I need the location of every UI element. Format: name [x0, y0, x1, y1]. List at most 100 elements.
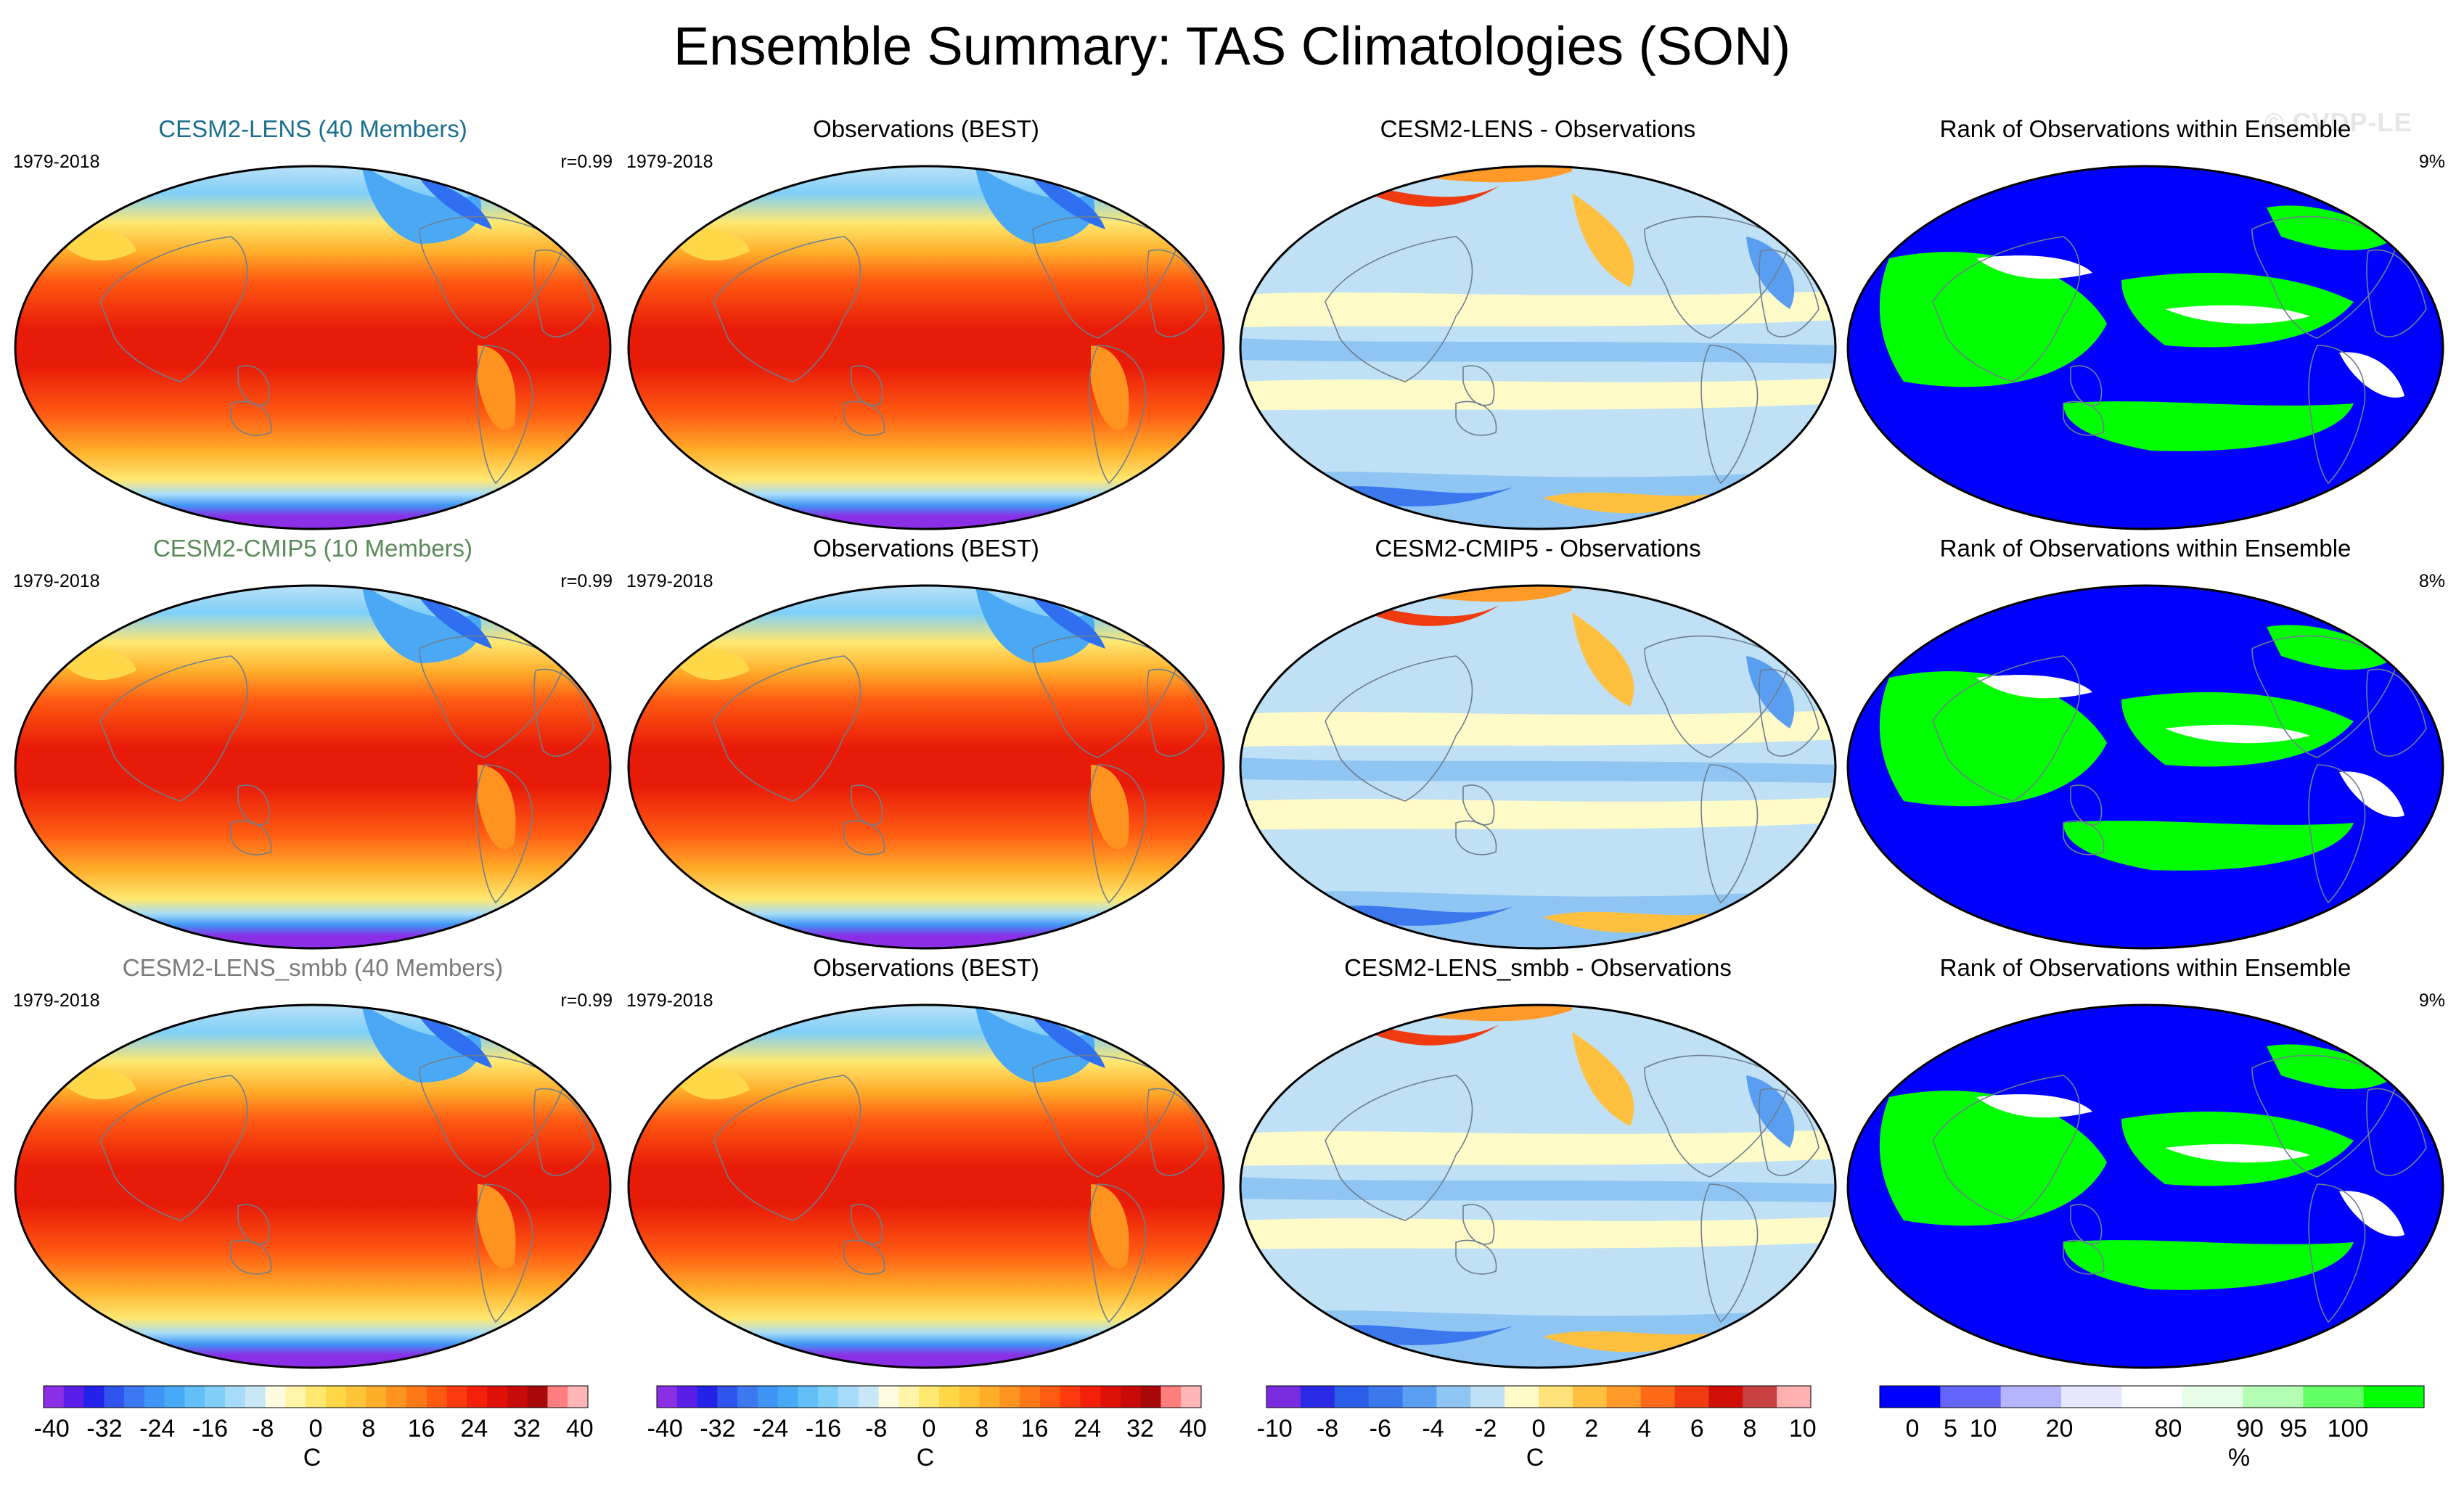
- climatology-map: [14, 1003, 612, 1369]
- coastline: [475, 345, 533, 485]
- coastline: [1032, 635, 1179, 758]
- temperature-field: [629, 1005, 1224, 1368]
- warm-band: [1240, 378, 1835, 411]
- high-rank-region: [1879, 1091, 2107, 1226]
- panel-title: Observations (BEST): [813, 954, 1039, 981]
- colorbar-tick-label: 24: [460, 1415, 488, 1442]
- cool-band: [1240, 338, 1835, 364]
- colorbar-unit: %: [2227, 1444, 2251, 1471]
- coastline: [1759, 1088, 1820, 1176]
- colorbar-swatch: [1060, 1386, 1081, 1408]
- coastline: [2251, 215, 2398, 339]
- colorbar-tick-label: -8: [1316, 1415, 1339, 1442]
- colorbar-swatch: [1140, 1386, 1161, 1408]
- colorbar-swatch: [184, 1386, 205, 1408]
- warm-region: [1091, 1184, 1129, 1269]
- colorbar-swatch: [446, 1386, 467, 1408]
- colorbar-swatch: [1039, 1386, 1061, 1408]
- panel-period-label: 1979-2018: [13, 990, 100, 1011]
- panel-title: CESM2-CMIP5 (10 Members): [152, 535, 473, 562]
- coastline: [713, 236, 861, 382]
- climatology-map: [627, 165, 1225, 530]
- colorbar-tick-label: 0: [1905, 1415, 1920, 1442]
- panel-stat-label: r=0.99: [560, 990, 613, 1011]
- colorbar-swatch: [858, 1386, 880, 1408]
- cold-region: [975, 586, 1095, 663]
- colorbar-unit: C: [916, 1444, 935, 1471]
- climatology-map: [14, 165, 612, 530]
- panel-period-label: 1979-2018: [626, 990, 713, 1011]
- colorbar-swatch: [657, 1386, 678, 1408]
- colorbar-tick-label: -32: [86, 1415, 123, 1442]
- colorbar-border: [43, 1385, 589, 1408]
- colorbar-swatch: [1161, 1386, 1182, 1408]
- panel-title: CESM2-CMIP5 - Observations: [1375, 535, 1701, 562]
- colorbar-swatch: [1100, 1386, 1121, 1408]
- coastline: [1462, 784, 1495, 826]
- colorbar-swatch: [838, 1386, 859, 1408]
- colorbar-swatch: [2363, 1386, 2425, 1408]
- colorbar-tick-label: 40: [1179, 1415, 1207, 1442]
- panel-title: CESM2-LENS_smbb (40 Members): [122, 954, 504, 981]
- colorbar-border: [656, 1385, 1202, 1408]
- map-border: [1239, 584, 1837, 950]
- coastline: [1089, 1183, 1147, 1323]
- colorbar-swatch: [1080, 1386, 1101, 1408]
- panel-stat-label: 9%: [2418, 990, 2445, 1011]
- colorbar-swatch: [959, 1386, 980, 1408]
- panel-period-label: 1979-2018: [626, 152, 713, 172]
- coastline: [1700, 764, 1759, 904]
- colorbar: [1879, 1385, 2425, 1408]
- colorbar-swatch: [737, 1386, 758, 1408]
- colorbar-tick-label: -10: [1256, 1415, 1293, 1442]
- colorbar-swatch: [2243, 1386, 2304, 1408]
- coastline: [99, 655, 248, 802]
- coastline: [713, 1075, 861, 1221]
- colorbar-swatch: [1539, 1386, 1573, 1408]
- coastline: [1032, 1054, 1179, 1178]
- map-border: [14, 165, 612, 530]
- colorbar-tick-label: 40: [565, 1415, 594, 1442]
- colorbar-swatch: [999, 1386, 1020, 1408]
- coastline: [1932, 655, 2081, 802]
- map-border: [1846, 1003, 2444, 1369]
- colorbar-swatch: [798, 1386, 819, 1408]
- colorbar-swatch: [2061, 1386, 2122, 1408]
- coastline: [2063, 1239, 2105, 1275]
- panel-period-label: 1979-2018: [13, 152, 100, 172]
- colorbar-swatch: [777, 1386, 798, 1408]
- coastline: [843, 401, 885, 436]
- coastline: [475, 1183, 533, 1323]
- warm-region: [1091, 765, 1129, 850]
- colorbar-swatch: [2121, 1386, 2183, 1408]
- panel-title: Observations (BEST): [813, 115, 1039, 142]
- colorbar-swatch: [467, 1386, 488, 1408]
- coastline: [419, 1054, 565, 1178]
- coastline: [1462, 1204, 1495, 1245]
- cold-region: [361, 166, 482, 244]
- colorbar-swatch: [1880, 1386, 1941, 1408]
- coastline: [419, 215, 565, 339]
- colorbar-tick-label: 5: [1944, 1415, 1957, 1442]
- map-border: [1846, 584, 2444, 950]
- colorbar-swatch: [2000, 1386, 2062, 1408]
- colorbar-swatch: [1743, 1386, 1777, 1408]
- colorbar-swatch: [757, 1386, 779, 1408]
- colorbar-swatch: [547, 1386, 568, 1408]
- colorbar-swatch: [164, 1386, 185, 1408]
- colorbar-swatch: [1470, 1386, 1505, 1408]
- warm-region: [1572, 612, 1634, 707]
- coastline: [1147, 1088, 1208, 1176]
- colorbar-swatch: [205, 1386, 226, 1408]
- colorbar-tick-label: -4: [1422, 1415, 1444, 1442]
- colorbar-tick-label: -32: [700, 1415, 736, 1442]
- colorbar-tick-label: -16: [192, 1415, 229, 1442]
- colorbar-swatch: [1572, 1386, 1608, 1408]
- colorbar-tick-label: 16: [407, 1415, 435, 1442]
- colorbar: [1266, 1385, 1812, 1408]
- panel-title: Rank of Observations within Ensemble: [1939, 115, 2352, 142]
- colorbar-swatch: [1266, 1386, 1301, 1408]
- colorbar-swatch: [245, 1386, 266, 1408]
- coastline: [843, 1239, 885, 1275]
- coastline: [2366, 668, 2427, 757]
